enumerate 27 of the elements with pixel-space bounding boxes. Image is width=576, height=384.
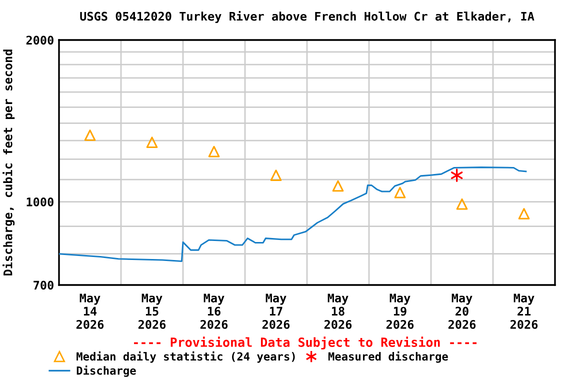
x-tick-label: May 21 2026 <box>510 294 538 329</box>
y-tick-label: 700 <box>34 280 54 290</box>
legend-label: Discharge <box>76 366 136 377</box>
x-tick-label: May 18 2026 <box>324 294 352 329</box>
y-tick-label: 1000 <box>26 197 54 206</box>
y-tick-label: 2000 <box>26 36 54 45</box>
chart-title: USGS 05412020 Turkey River above French Hollow Cr at Elkader, IA <box>80 10 534 23</box>
text: ---- Provisional Data Subject to Revision ---- <box>134 336 477 350</box>
point <box>518 208 530 220</box>
x-tick-label: May 15 2026 <box>138 294 166 329</box>
x-tick-label: May 17 2026 <box>262 294 290 329</box>
y-axis-title: Discharge, cubic feet per second <box>2 50 15 276</box>
point <box>332 180 344 192</box>
point <box>270 170 282 181</box>
legend-label: Measured discharge <box>328 351 448 363</box>
point <box>450 168 463 182</box>
x-tick-label: May 20 2026 <box>448 294 476 329</box>
x-tick-label: May 14 2026 <box>76 294 104 329</box>
point <box>456 198 468 210</box>
x-tick-label: May 19 2026 <box>386 294 414 329</box>
point <box>84 130 96 141</box>
point <box>394 186 406 198</box>
point <box>146 136 158 148</box>
x-tick-label: May 16 2026 <box>200 294 228 329</box>
legend-label: Median daily statistic (24 years) <box>76 351 295 363</box>
line-series <box>59 166 527 262</box>
point <box>208 146 220 158</box>
